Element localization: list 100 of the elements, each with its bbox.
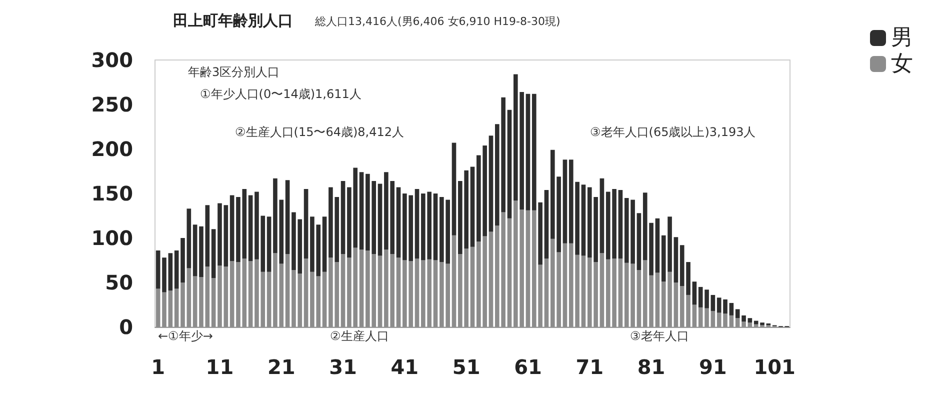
bar (174, 250, 179, 289)
legend-label: 男 (891, 26, 913, 50)
bar (636, 270, 642, 327)
annotation: 年齢3区分別人口 (188, 65, 280, 79)
text: ②生産人口 (330, 329, 389, 343)
bar (248, 261, 253, 327)
y-tick-label: 200 (91, 137, 133, 161)
bar (526, 94, 530, 210)
bar (488, 232, 494, 327)
bar (748, 318, 752, 323)
bar (470, 246, 475, 327)
chart-subtitle: 総人口13,416人(男6,406 女6,910 H19-8-30現) (314, 15, 560, 28)
x-tick-label: 91 (699, 355, 727, 379)
x-tick-label: 81 (637, 355, 666, 379)
x-tick-label: 11 (206, 355, 234, 379)
bar (452, 235, 456, 327)
bar (156, 288, 160, 327)
bar (674, 237, 678, 282)
y-tick-label: 300 (91, 48, 133, 72)
x-tick-label: 51 (452, 355, 480, 379)
bar (266, 216, 272, 272)
y-tick-label: 250 (91, 92, 133, 116)
bar (211, 229, 216, 278)
bar (168, 253, 173, 291)
bar (674, 282, 678, 327)
bar (655, 218, 660, 273)
bar (285, 180, 290, 254)
bar (507, 218, 512, 327)
legend-label: 女 (891, 52, 913, 76)
bar (396, 258, 401, 327)
y-tick-label: 150 (91, 182, 133, 206)
bar (581, 256, 586, 327)
bar (186, 268, 192, 327)
annotation: ②生産人口(15〜64歳)8,412人 (235, 125, 404, 139)
bar (186, 208, 192, 268)
x-tick-label: 31 (329, 355, 357, 379)
bar (414, 258, 420, 327)
text: ③老年人口 (630, 329, 689, 343)
x-tick-label: 71 (576, 355, 604, 379)
bar (618, 190, 623, 258)
bar (488, 136, 494, 232)
bar (304, 189, 308, 258)
chart-title: 田上町年齢別人口 (173, 12, 293, 30)
bar (230, 195, 234, 262)
annotation: ①年少人口(0〜14歳)1,611人 (200, 87, 362, 101)
bar (433, 260, 438, 327)
text: ←①年少→ (158, 329, 213, 343)
bar (378, 256, 382, 327)
bar (748, 322, 752, 327)
bar (618, 258, 623, 327)
bar (710, 310, 716, 327)
bar (359, 172, 364, 250)
x-tick-label: 41 (390, 355, 419, 379)
bar (180, 238, 185, 282)
bar (636, 213, 642, 270)
bar (340, 254, 346, 327)
bar (285, 254, 290, 327)
x-tick-label: 1 (151, 355, 166, 379)
bar (156, 250, 160, 289)
bar (729, 315, 734, 327)
bar (544, 190, 549, 258)
bar (162, 292, 166, 327)
x-tick-label: 21 (267, 355, 296, 379)
bar (562, 160, 568, 244)
bar (322, 272, 327, 327)
y-tick-label: 0 (119, 315, 133, 339)
bar (396, 187, 401, 258)
bar (180, 282, 185, 327)
bar (248, 195, 253, 262)
bar (470, 166, 475, 247)
annotation: ③老年人口(65歳以上)3,193人 (590, 125, 756, 139)
bar (414, 189, 420, 258)
bar (230, 261, 234, 327)
bar (544, 258, 549, 327)
bar (507, 110, 512, 218)
bar (211, 278, 216, 327)
y-tick-label: 100 (91, 226, 133, 250)
x-tick-label: 61 (514, 355, 542, 379)
y-tick-label: 50 (105, 270, 133, 294)
bar (378, 184, 382, 256)
bar (581, 184, 586, 256)
bar (322, 216, 327, 272)
bar (192, 276, 198, 327)
x-tick-label: 101 (754, 355, 796, 379)
bar (710, 294, 716, 311)
bar (192, 224, 198, 276)
bar (174, 288, 179, 327)
bar (452, 142, 456, 236)
bar (600, 253, 604, 327)
bar (266, 272, 272, 327)
bar (433, 194, 438, 260)
bar (729, 302, 734, 316)
bar (600, 178, 604, 254)
bar (168, 290, 173, 327)
bar (359, 250, 364, 327)
bar (655, 272, 660, 327)
bar (162, 258, 166, 292)
bar (340, 181, 346, 254)
bar (304, 258, 308, 327)
bar (692, 304, 697, 327)
